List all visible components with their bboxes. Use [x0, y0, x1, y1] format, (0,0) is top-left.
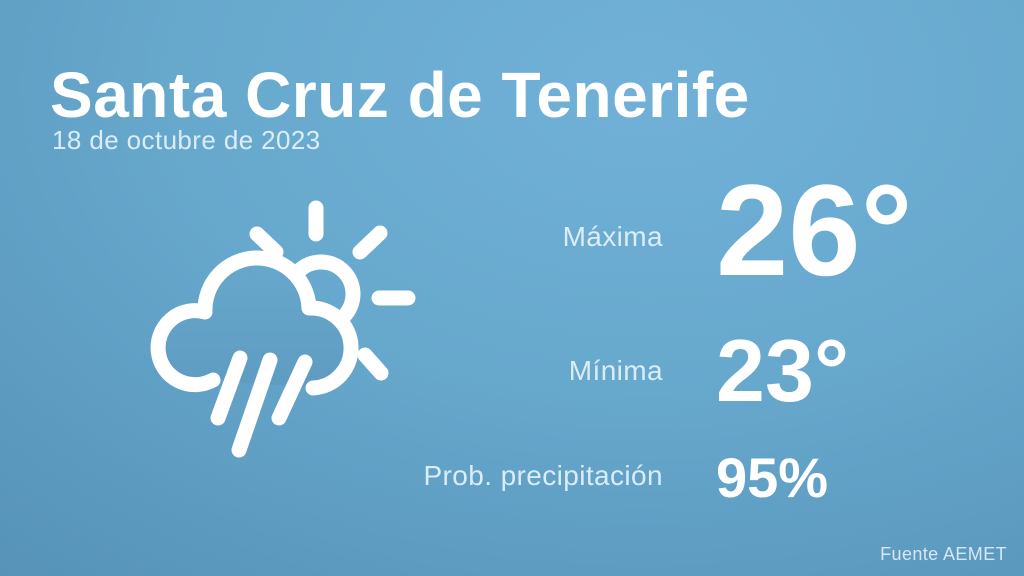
sun-behind-rain-cloud-icon: [150, 200, 416, 458]
page-title: Santa Cruz de Tenerife: [50, 59, 750, 131]
source-attribution: Fuente AEMET: [880, 544, 1007, 564]
rain-drops-icon: [210, 350, 313, 458]
min-temp-label: Mínima: [568, 355, 663, 386]
precipitation-label: Prob. precipitación: [423, 460, 663, 491]
max-temp-value: 26°: [716, 157, 913, 303]
min-temp-value: 23°: [716, 321, 850, 420]
weather-icon: [140, 190, 440, 470]
date-text: 18 de octubre de 2023: [52, 125, 321, 155]
max-temp-label: Máxima: [562, 221, 663, 252]
precipitation-value: 95%: [716, 446, 829, 509]
